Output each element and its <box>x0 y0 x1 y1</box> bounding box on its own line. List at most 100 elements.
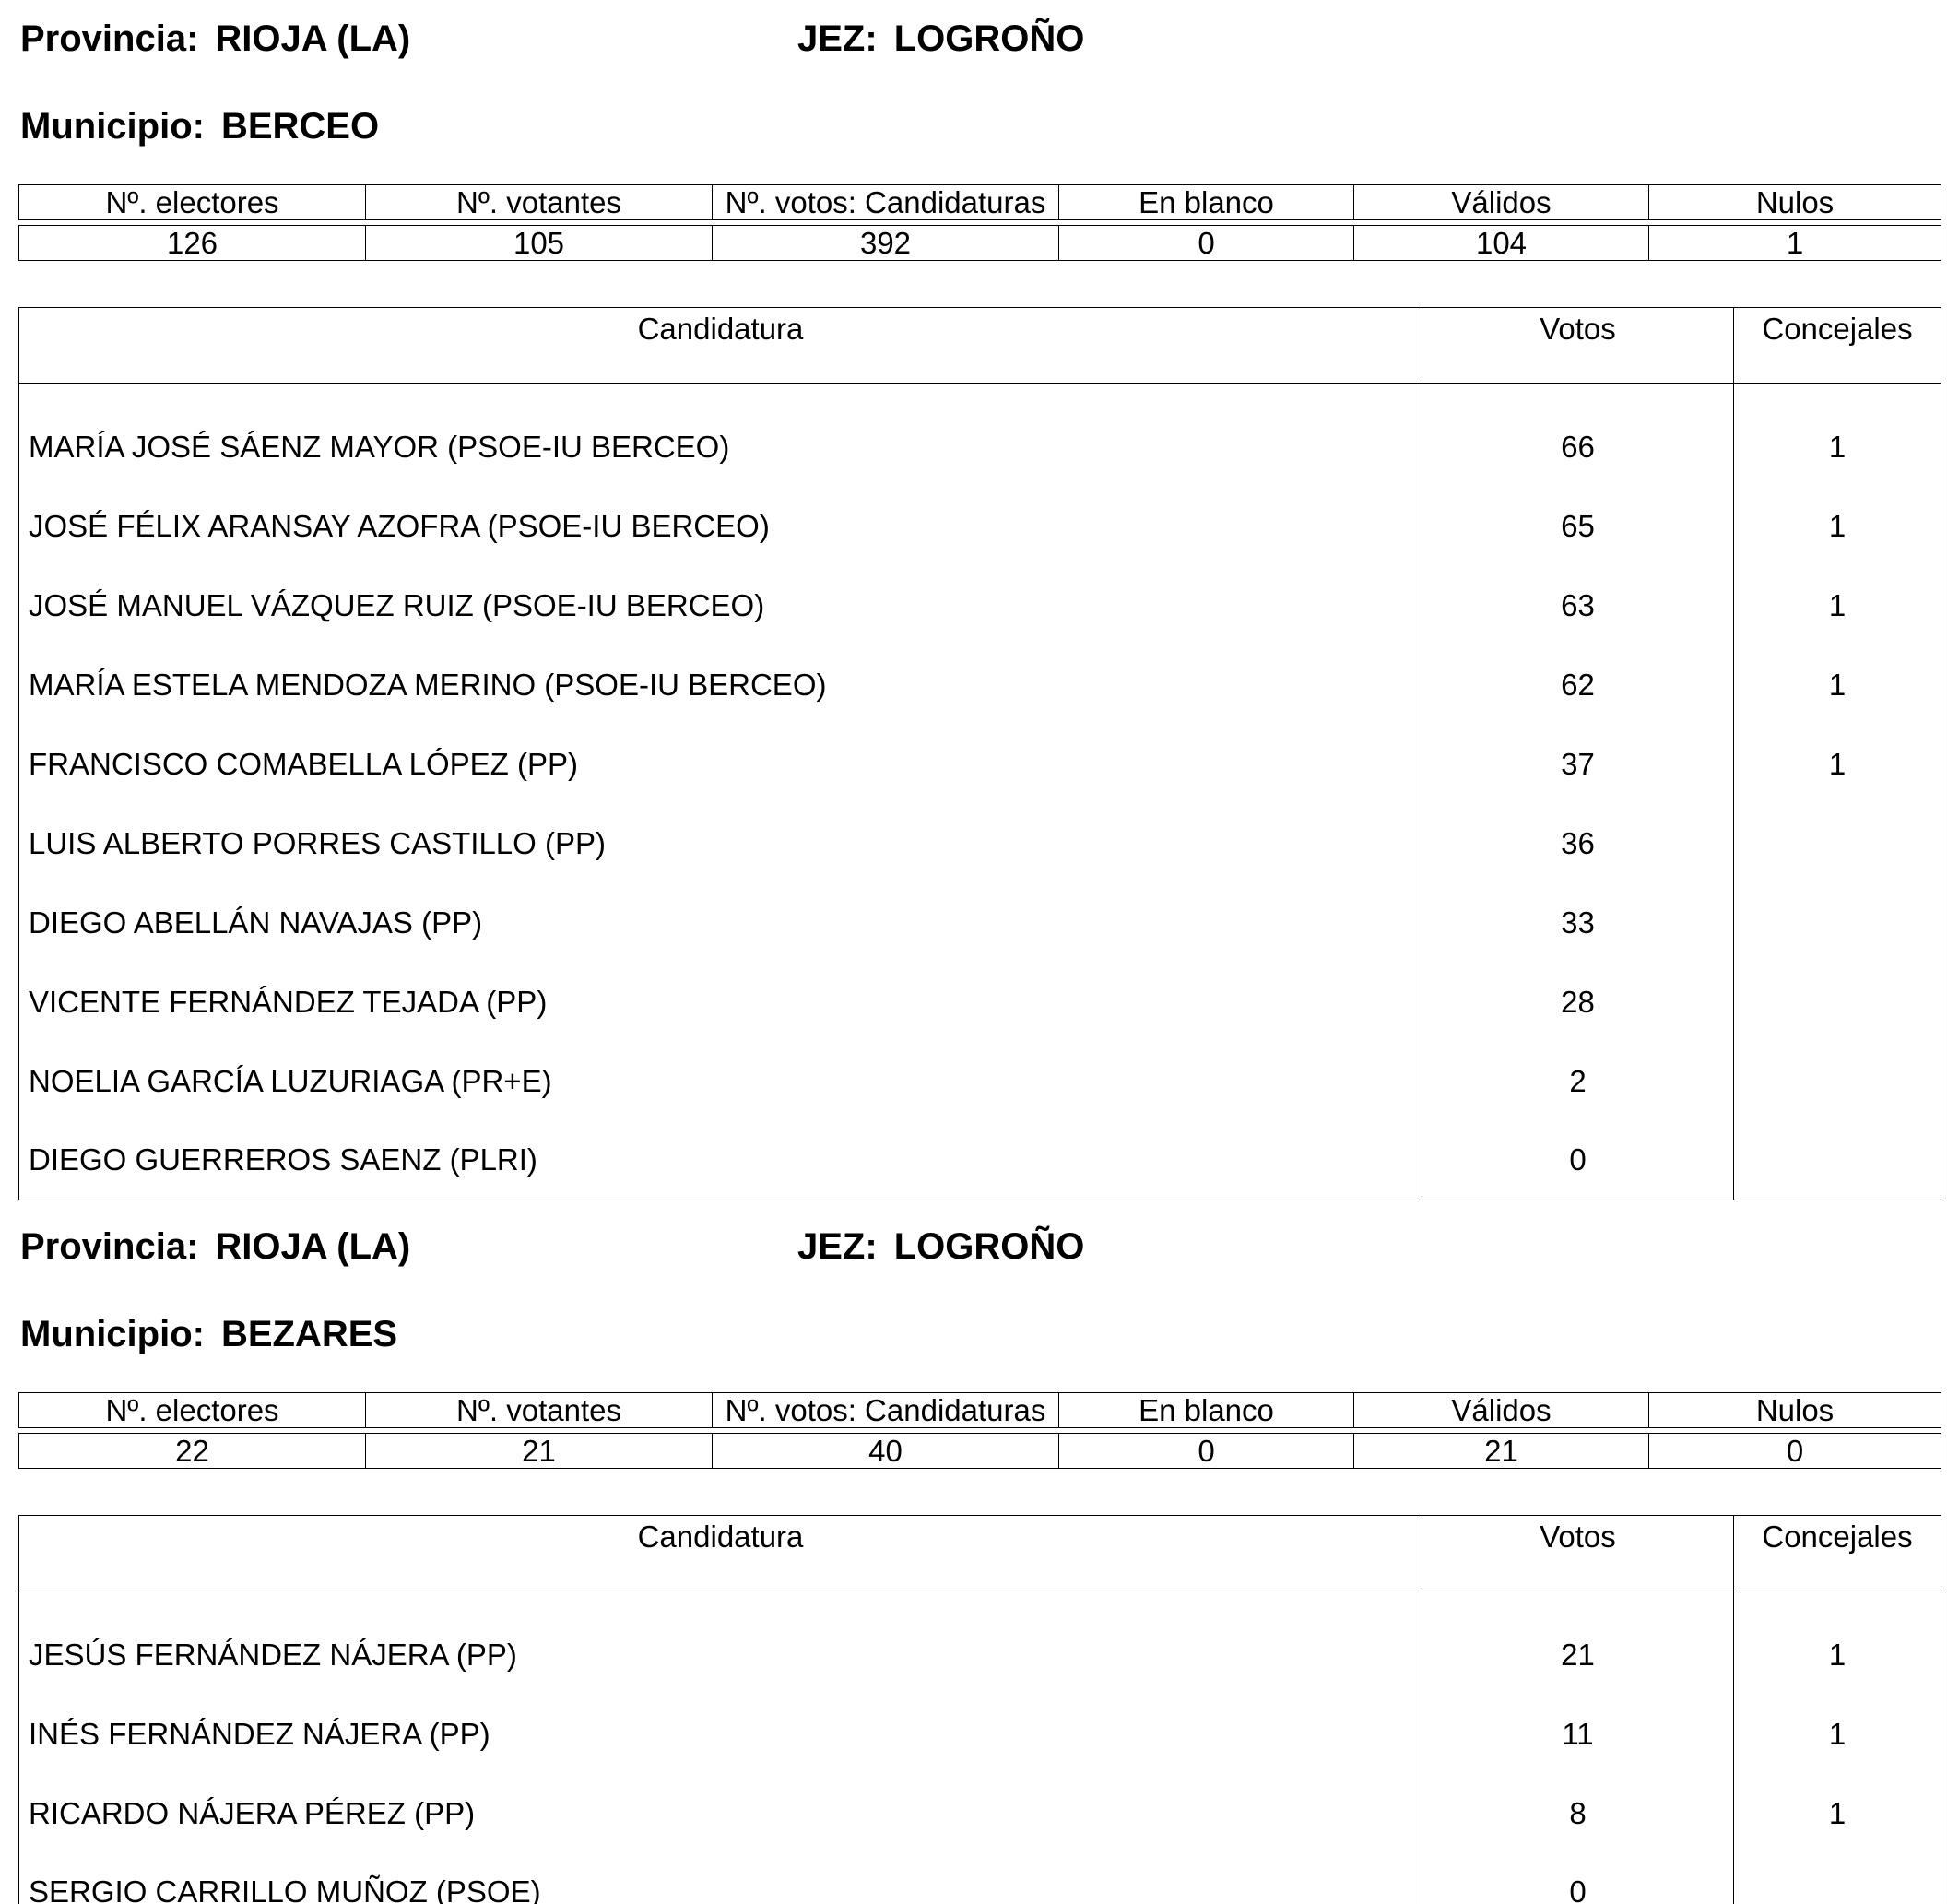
candidate-name: SERGIO CARRILLO MUÑOZ (PSOE) <box>29 1874 541 1904</box>
candidate-votos: 33 <box>1422 882 1734 963</box>
candidate-votos: 8 <box>1422 1773 1734 1853</box>
candidate-votos: 65 <box>1422 486 1734 566</box>
summary-table: Nº. electores Nº. votantes Nº. votos: Ca… <box>18 184 1941 261</box>
provincia-value: RIOJA (LA) <box>215 18 411 59</box>
provincia-value: RIOJA (LA) <box>215 1226 411 1267</box>
candidate-concejales <box>1733 962 1941 1042</box>
summary-value: 0 <box>1648 1433 1941 1469</box>
candidate-votos: 66 <box>1422 383 1734 487</box>
candidate-name: RICARDO NÁJERA PÉREZ (PP) <box>29 1795 476 1830</box>
summary-value: 21 <box>1353 1433 1649 1469</box>
candidate-name: VICENTE FERNÁNDEZ TEJADA (PP) <box>29 984 548 1019</box>
municipio-header: Municipio: BEZARES <box>20 1314 397 1355</box>
summary-header: Nº. votos: Candidaturas <box>712 1392 1059 1428</box>
candidate-votos: 21 <box>1422 1591 1734 1695</box>
candidate-concejales: 1 <box>1733 383 1941 487</box>
provincia-label: Provincia: <box>20 1226 199 1267</box>
candidate-votos: 37 <box>1422 724 1734 804</box>
summary-value-row: 126 105 392 0 104 1 <box>18 225 1941 261</box>
column-header-candidatura: Candidatura <box>18 307 1422 384</box>
table-row: DIEGO ABELLÁN NAVAJAS (PP) 33 <box>19 882 1941 963</box>
column-header-concejales: Concejales <box>1733 1515 1941 1591</box>
candidate-concejales <box>1733 1852 1941 1904</box>
summary-header-row: Nº. electores Nº. votantes Nº. votos: Ca… <box>18 184 1941 220</box>
candidate-concejales <box>1733 803 1941 883</box>
municipio-header: Municipio: BERCEO <box>20 106 379 148</box>
results-table: Candidatura Votos Concejales MARÍA JOSÉ … <box>18 307 1941 1200</box>
summary-header: Nº. electores <box>18 184 366 220</box>
provincia-header: Provincia: RIOJA (LA) <box>20 1226 410 1268</box>
summary-value: 40 <box>712 1433 1059 1469</box>
candidate-concejales: 1 <box>1733 1591 1941 1695</box>
table-row: MARÍA ESTELA MENDOZA MERINO (PSOE-IU BER… <box>19 645 1941 725</box>
summary-header: Nulos <box>1648 184 1941 220</box>
table-row: JOSÉ MANUEL VÁZQUEZ RUIZ (PSOE-IU BERCEO… <box>19 565 1941 645</box>
jez-value: LOGROÑO <box>893 1226 1085 1267</box>
candidate-concejales <box>1733 882 1941 963</box>
summary-value: 126 <box>18 225 366 261</box>
summary-value: 21 <box>365 1433 713 1469</box>
table-row: JESÚS FERNÁNDEZ NÁJERA (PP) 21 1 <box>19 1591 1941 1695</box>
summary-header: En blanco <box>1058 1392 1354 1428</box>
summary-value: 0 <box>1058 1433 1354 1469</box>
column-header-concejales: Concejales <box>1733 307 1941 384</box>
candidate-concejales: 1 <box>1733 1694 1941 1774</box>
candidate-name: DIEGO ABELLÁN NAVAJAS (PP) <box>29 905 483 940</box>
candidate-name: NOELIA GARCÍA LUZURIAGA (PR+E) <box>29 1063 552 1098</box>
summary-value: 1 <box>1648 225 1941 261</box>
jez-label: JEZ: <box>797 18 878 59</box>
provincia-header: Provincia: RIOJA (LA) <box>20 18 410 60</box>
summary-header: Nº. votantes <box>365 1392 713 1428</box>
candidate-name: JOSÉ FÉLIX ARANSAY AZOFRA (PSOE-IU BERCE… <box>29 508 770 543</box>
table-row: VICENTE FERNÁNDEZ TEJADA (PP) 28 <box>19 962 1941 1042</box>
summary-value: 0 <box>1058 225 1354 261</box>
candidate-votos: 0 <box>1422 1120 1734 1200</box>
summary-value-row: 22 21 40 0 21 0 <box>18 1433 1941 1469</box>
candidate-concejales: 1 <box>1733 1773 1941 1853</box>
summary-header: Nº. votos: Candidaturas <box>712 184 1059 220</box>
candidate-name: MARÍA ESTELA MENDOZA MERINO (PSOE-IU BER… <box>29 667 827 702</box>
summary-header: Válidos <box>1353 1392 1649 1428</box>
summary-value: 22 <box>18 1433 366 1469</box>
candidate-name: INÉS FERNÁNDEZ NÁJERA (PP) <box>29 1716 490 1751</box>
table-row: MARÍA JOSÉ SÁENZ MAYOR (PSOE-IU BERCEO) … <box>19 383 1941 487</box>
jez-header: JEZ: LOGROÑO <box>797 1226 1084 1268</box>
candidate-votos: 28 <box>1422 962 1734 1042</box>
column-header-votos: Votos <box>1422 307 1734 384</box>
table-row: LUIS ALBERTO PORRES CASTILLO (PP) 36 <box>19 803 1941 883</box>
candidate-name: JOSÉ MANUEL VÁZQUEZ RUIZ (PSOE-IU BERCEO… <box>29 587 765 622</box>
candidate-votos: 36 <box>1422 803 1734 883</box>
table-row: DIEGO GUERREROS SAENZ (PLRI) 0 <box>19 1120 1941 1200</box>
summary-value: 105 <box>365 225 713 261</box>
column-header-votos: Votos <box>1422 1515 1734 1591</box>
municipio-label: Municipio: <box>20 1314 205 1354</box>
candidate-name: FRANCISCO COMABELLA LÓPEZ (PP) <box>29 746 578 781</box>
table-row: FRANCISCO COMABELLA LÓPEZ (PP) 37 1 <box>19 724 1941 804</box>
column-header-candidatura: Candidatura <box>18 1515 1422 1591</box>
municipio-value: BERCEO <box>220 106 380 147</box>
candidate-name: JESÚS FERNÁNDEZ NÁJERA (PP) <box>29 1637 517 1672</box>
candidate-name: LUIS ALBERTO PORRES CASTILLO (PP) <box>29 825 606 860</box>
table-row: RICARDO NÁJERA PÉREZ (PP) 8 1 <box>19 1773 1941 1853</box>
summary-header-row: Nº. electores Nº. votantes Nº. votos: Ca… <box>18 1392 1941 1428</box>
table-row: SERGIO CARRILLO MUÑOZ (PSOE) 0 <box>19 1852 1941 1904</box>
candidate-name: MARÍA JOSÉ SÁENZ MAYOR (PSOE-IU BERCEO) <box>29 429 730 464</box>
summary-header: Nulos <box>1648 1392 1941 1428</box>
summary-header: Nº. votantes <box>365 184 713 220</box>
table-row: NOELIA GARCÍA LUZURIAGA (PR+E) 2 <box>19 1041 1941 1121</box>
results-header-row: Candidatura Votos Concejales <box>18 1515 1941 1591</box>
table-row: INÉS FERNÁNDEZ NÁJERA (PP) 11 1 <box>19 1694 1941 1774</box>
results-table: Candidatura Votos Concejales JESÚS FERNÁ… <box>18 1515 1941 1904</box>
municipio-label: Municipio: <box>20 106 205 147</box>
candidate-votos: 0 <box>1422 1852 1734 1904</box>
jez-header: JEZ: LOGROÑO <box>797 18 1084 60</box>
summary-header: Nº. electores <box>18 1392 366 1428</box>
candidate-concejales <box>1733 1120 1941 1200</box>
summary-value: 392 <box>712 225 1059 261</box>
municipio-value: BEZARES <box>220 1314 398 1354</box>
candidate-concejales: 1 <box>1733 486 1941 566</box>
candidate-concejales: 1 <box>1733 565 1941 645</box>
candidate-concejales <box>1733 1041 1941 1121</box>
table-row: JOSÉ FÉLIX ARANSAY AZOFRA (PSOE-IU BERCE… <box>19 486 1941 566</box>
summary-value: 104 <box>1353 225 1649 261</box>
